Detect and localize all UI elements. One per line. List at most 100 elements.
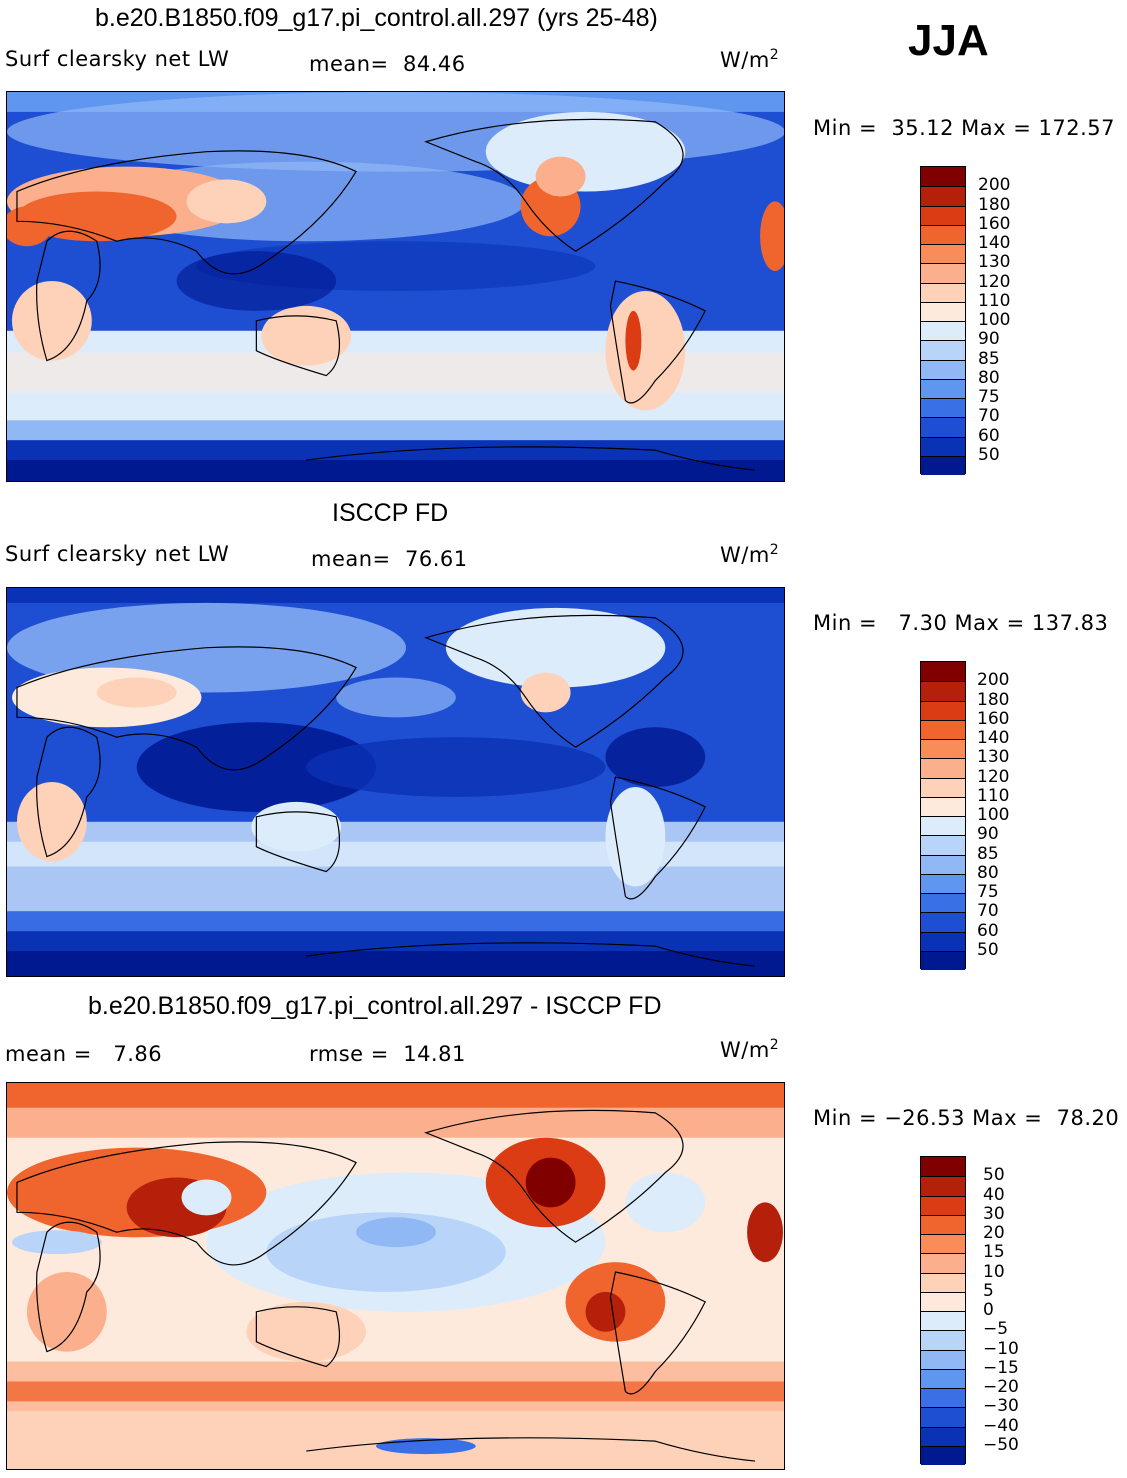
colorbar-swatch <box>921 340 965 360</box>
colorbar-tick-label: 90 <box>977 824 999 845</box>
panel-2-units: W/m2 <box>720 542 779 567</box>
colorbar-swatch <box>921 931 965 951</box>
colorbar-swatch <box>921 681 965 701</box>
units-superscript: 2 <box>769 47 780 63</box>
colorbar-tick-label: 160 <box>978 213 1011 234</box>
colorbar-swatch <box>921 758 965 778</box>
colorbar-swatch <box>921 739 965 759</box>
panel-1-map <box>6 91 785 482</box>
panel-2-colorbar <box>920 661 966 970</box>
colorbar-tick-label: 110 <box>977 785 1010 806</box>
panel-3-map-field <box>7 1083 784 1469</box>
colorbar-swatch <box>921 719 965 739</box>
colorbar-swatch <box>921 436 965 456</box>
colorbar-tick-label: −10 <box>983 1338 1019 1359</box>
colorbar-swatch <box>921 1407 965 1427</box>
colorbar-swatch <box>921 282 965 302</box>
colorbar-tick-label: 75 <box>978 387 1000 407</box>
colorbar-swatch <box>921 777 965 797</box>
colorbar-tick-label: 30 <box>983 1203 1005 1224</box>
colorbar-tick-label: −5 <box>983 1319 1009 1340</box>
colorbar-tick-label: 200 <box>977 670 1010 691</box>
colorbar-tick-label: −15 <box>983 1357 1019 1378</box>
colorbar-tick-label: 90 <box>978 329 1000 350</box>
colorbar-swatch <box>921 263 965 283</box>
panel-2-variable: Surf clearsky net LW <box>5 542 230 566</box>
colorbar-swatch <box>921 796 965 816</box>
colorbar-tick-label: 180 <box>977 689 1010 710</box>
panel-3-colorbar <box>920 1156 966 1465</box>
panel-2-mean: mean= 76.61 <box>311 547 468 571</box>
colorbar-swatch <box>921 398 965 418</box>
season-label: JJA <box>908 16 989 65</box>
colorbar-tick-label: 100 <box>978 310 1011 330</box>
colorbar-tick-label: 10 <box>983 1261 1005 1282</box>
colorbar-swatch <box>921 205 965 225</box>
colorbar-tick-label: 80 <box>977 862 999 883</box>
colorbar-swatch <box>921 1214 965 1234</box>
colorbar-swatch <box>921 912 965 932</box>
colorbar-swatch <box>921 1445 965 1465</box>
colorbar-tick-label: 5 <box>983 1280 994 1301</box>
colorbar-swatch <box>921 167 965 187</box>
colorbar-swatch <box>921 1253 965 1273</box>
colorbar-tick-label: 130 <box>977 747 1010 768</box>
colorbar-swatch <box>921 1195 965 1215</box>
colorbar-swatch <box>921 359 965 379</box>
colorbar-tick-label: 20 <box>983 1223 1005 1243</box>
panel-3-mean: mean = 7.86 <box>5 1042 163 1066</box>
colorbar-swatch <box>921 1234 965 1254</box>
colorbar-tick-label: 140 <box>977 728 1010 748</box>
colorbar-swatch <box>921 244 965 264</box>
colorbar-swatch <box>921 700 965 720</box>
colorbar-tick-label: 70 <box>977 901 999 922</box>
colorbar-swatch <box>921 854 965 874</box>
colorbar-tick-label: 130 <box>978 252 1011 273</box>
panel-3-units: W/m2 <box>720 1037 779 1062</box>
colorbar-tick-label: 110 <box>978 290 1011 311</box>
panel-2-title: ISCCP FD <box>332 499 449 527</box>
colorbar-swatch <box>921 1330 965 1350</box>
colorbar-swatch <box>921 662 965 682</box>
colorbar-tick-label: 50 <box>977 939 999 960</box>
panel-1-minmax: Min = 35.12 Max = 172.57 <box>813 116 1116 140</box>
colorbar-tick-label: 120 <box>978 271 1011 292</box>
units-superscript: 2 <box>769 1037 780 1053</box>
colorbar-tick-label: −50 <box>983 1434 1019 1455</box>
units-text: W/m <box>720 543 770 567</box>
colorbar-swatch <box>921 301 965 321</box>
colorbar-tick-label: 40 <box>983 1184 1005 1205</box>
colorbar-swatch <box>921 378 965 398</box>
colorbar-swatch <box>921 417 965 437</box>
panel-3-map <box>6 1082 785 1470</box>
colorbar-tick-label: 70 <box>978 406 1000 427</box>
colorbar-swatch <box>921 873 965 893</box>
colorbar-tick-label: 50 <box>983 1165 1005 1186</box>
colorbar-tick-label: −30 <box>983 1396 1019 1417</box>
colorbar-tick-label: 180 <box>978 194 1011 215</box>
colorbar-tick-label: 120 <box>977 766 1010 787</box>
panel-1-units: W/m2 <box>720 47 779 72</box>
panel-3-title: b.e20.B1850.f09_g17.pi_control.all.297 -… <box>88 992 662 1020</box>
colorbar-tick-label: 0 <box>983 1300 994 1320</box>
colorbar-tick-label: 140 <box>978 233 1011 253</box>
colorbar-swatch <box>921 1349 965 1369</box>
colorbar-swatch <box>921 816 965 836</box>
colorbar-tick-label: 50 <box>978 444 1000 465</box>
colorbar-tick-label: 60 <box>977 920 999 941</box>
panel-1-map-field <box>7 92 784 481</box>
colorbar-tick-label: 85 <box>977 843 999 864</box>
panel-3-rmse: rmse = 14.81 <box>309 1042 466 1066</box>
panel-1-colorbar <box>920 166 966 475</box>
colorbar-tick-label: −20 <box>983 1377 1019 1397</box>
colorbar-tick-label: 200 <box>978 175 1011 196</box>
colorbar-tick-label: 80 <box>978 367 1000 388</box>
colorbar-swatch <box>921 1426 965 1446</box>
colorbar-swatch <box>921 1291 965 1311</box>
panel-1-title: b.e20.B1850.f09_g17.pi_control.all.297 (… <box>95 4 658 32</box>
colorbar-swatch <box>921 950 965 970</box>
panel-2-map-field <box>7 588 784 976</box>
colorbar-swatch <box>921 1311 965 1331</box>
colorbar-swatch <box>921 1157 965 1177</box>
colorbar-swatch <box>921 321 965 341</box>
